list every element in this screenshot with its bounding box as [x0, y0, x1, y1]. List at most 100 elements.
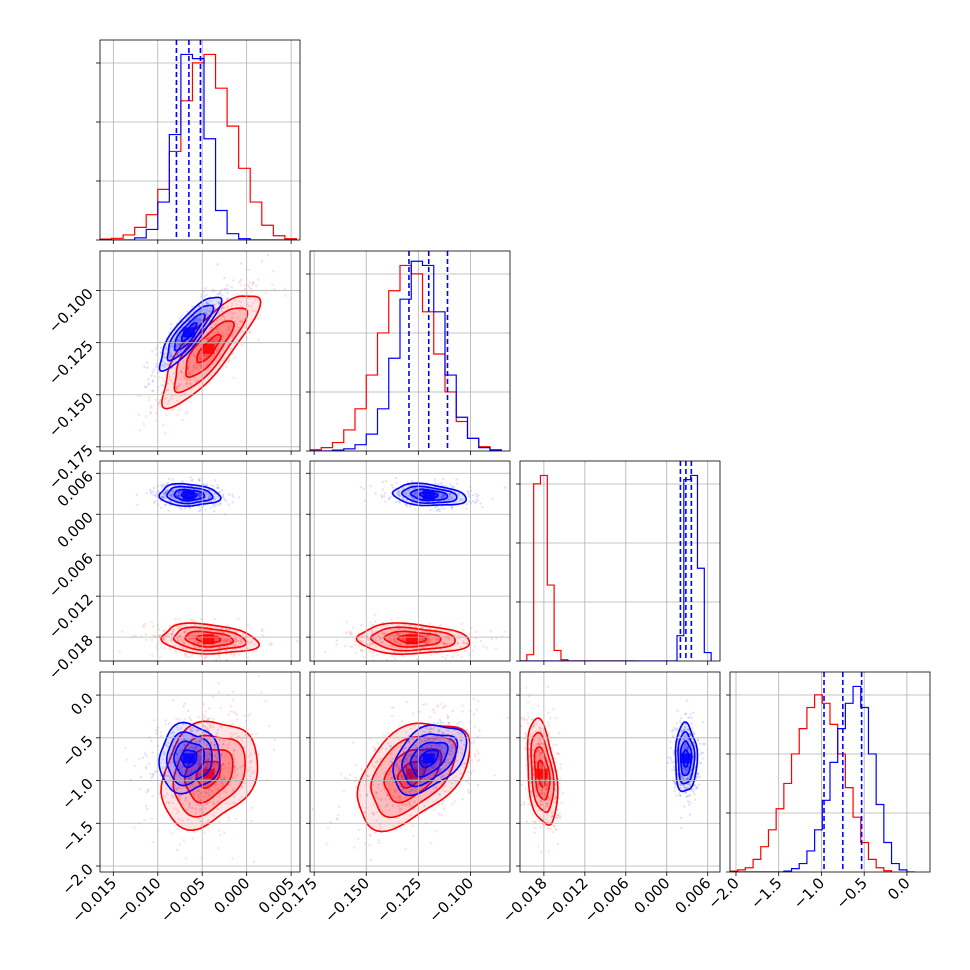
scatter-point-blue — [433, 744, 436, 747]
scatter-point-red — [202, 703, 206, 706]
scatter-point-red — [371, 632, 374, 635]
contour-blue — [418, 491, 439, 499]
scatter-point-red — [211, 725, 215, 729]
scatter-point-red — [165, 466, 167, 468]
scatter-point-red — [159, 655, 162, 658]
scatter-point-red — [240, 795, 243, 799]
scatter-point-blue — [176, 495, 180, 498]
scatter-point-blue — [436, 746, 440, 749]
scatter-point-red — [224, 754, 227, 758]
scatter-point-red — [227, 713, 230, 716]
scatter-point-blue — [221, 294, 224, 297]
scatter-point-red — [154, 769, 157, 773]
scatter-point-red — [218, 354, 222, 358]
scatter-point-blue — [192, 315, 195, 318]
scatter-point-red — [438, 624, 441, 628]
scatter-point-red — [539, 792, 543, 795]
scatter-point-red — [435, 645, 438, 648]
scatter-point-blue — [162, 484, 165, 487]
scatter-point-blue — [471, 499, 475, 503]
scatter-point-blue — [203, 295, 206, 298]
scatter-point-red — [217, 654, 220, 657]
scatter-point-blue — [165, 774, 168, 777]
scatter-point-red — [207, 629, 210, 632]
scatter-point-blue — [196, 746, 199, 749]
scatter-point-red — [228, 359, 231, 362]
scatter-point-blue — [205, 299, 208, 303]
scatter-point-red — [229, 639, 232, 643]
scatter-point-red — [462, 640, 465, 643]
scatter-point-blue — [441, 783, 445, 786]
scatter-point-red — [413, 724, 416, 728]
scatter-point-red — [233, 776, 237, 780]
scatter-point-blue — [164, 773, 167, 776]
scatter-point-red — [421, 703, 425, 706]
scatter-point-red — [349, 773, 352, 776]
scatter-point-red — [391, 634, 395, 637]
scatter-point-blue — [146, 366, 149, 369]
scatter-point-blue — [410, 788, 414, 791]
scatter-point-red — [239, 766, 242, 769]
scatter-point-blue — [183, 743, 186, 746]
scatter-point-red — [443, 642, 447, 645]
scatter-point-red — [426, 640, 429, 643]
scatter-point-red — [197, 796, 201, 799]
scatter-point-red — [183, 376, 186, 379]
scatter-point-blue — [198, 319, 201, 322]
scatter-point-red — [231, 857, 234, 860]
scatter-point-red — [375, 811, 378, 814]
scatter-point-blue — [437, 758, 440, 761]
scatter-point-red — [184, 656, 188, 659]
scatter-point-red — [240, 786, 243, 789]
scatter-point-red — [206, 368, 209, 371]
scatter-point-blue — [207, 500, 211, 503]
scatter-point-blue — [224, 723, 227, 727]
scatter-point-blue — [443, 499, 446, 502]
scatter-point-blue — [165, 490, 168, 494]
scatter-point-blue — [407, 491, 411, 494]
scatter-point-blue — [179, 350, 183, 353]
scatter-point-blue — [209, 300, 213, 303]
scatter-point-blue — [421, 746, 424, 750]
scatter-point-red — [521, 718, 525, 721]
panel-content — [118, 476, 299, 661]
scatter-point-red — [231, 316, 234, 319]
scatter-point-blue — [188, 716, 191, 719]
scatter-point-blue — [157, 371, 161, 374]
scatter-point-blue — [430, 765, 434, 769]
scatter-point-blue — [179, 727, 183, 730]
scatter-point-blue — [189, 476, 192, 479]
scatter-point-red — [199, 755, 203, 759]
scatter-point-red — [214, 734, 218, 737]
scatter-point-blue — [473, 501, 477, 504]
scatter-point-blue — [397, 804, 400, 808]
scatter-point-blue — [458, 733, 461, 736]
scatter-point-blue — [210, 326, 214, 330]
scatter-point-blue — [216, 756, 219, 759]
scatter-point-blue — [439, 720, 442, 723]
scatter-point-blue — [395, 765, 398, 768]
scatter-point-red — [377, 838, 380, 842]
scatter-point-blue — [397, 767, 401, 770]
scatter-point-red — [199, 773, 202, 776]
scatter-point-blue — [207, 302, 211, 305]
scatter-point-red — [443, 643, 446, 646]
scatter-point-red — [178, 843, 182, 846]
scatter-point-blue — [222, 494, 225, 498]
scatter-point-blue — [216, 486, 220, 489]
scatter-point-blue — [218, 490, 222, 494]
scatter-point-red — [429, 653, 433, 657]
scatter-point-red — [400, 788, 403, 792]
scatter-point-blue — [175, 505, 178, 509]
scatter-point-red — [393, 641, 397, 644]
scatter-point-red — [432, 649, 435, 652]
scatter-point-red — [540, 800, 543, 803]
scatter-point-red — [240, 343, 244, 347]
scatter-point-red — [529, 781, 532, 784]
scatter-point-red — [207, 337, 211, 340]
scatter-point-red — [264, 699, 267, 703]
scatter-point-red — [360, 623, 363, 627]
scatter-point-blue — [429, 508, 432, 512]
contour-blue — [180, 749, 198, 769]
scatter-point-blue — [409, 781, 413, 784]
